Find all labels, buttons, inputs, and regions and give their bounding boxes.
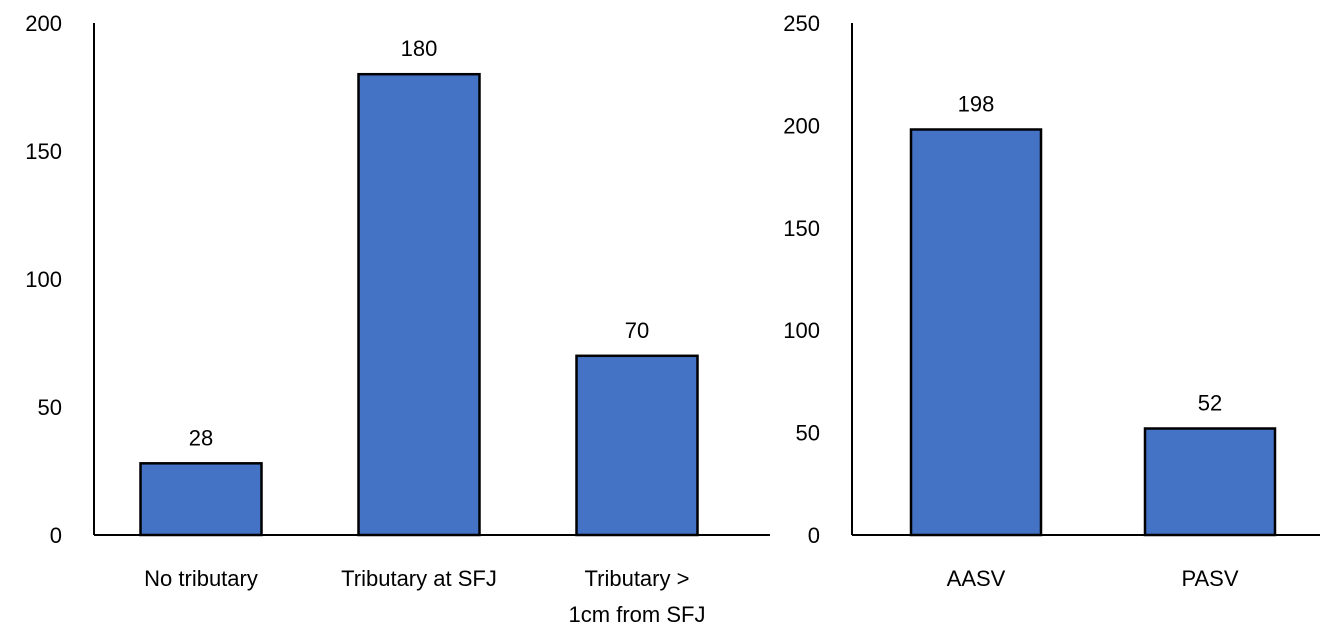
data-label: 70 xyxy=(625,318,649,343)
category-label: No tributary xyxy=(144,566,258,591)
data-label: 198 xyxy=(958,91,995,116)
y-tick-label: 250 xyxy=(783,11,820,36)
y-tick-label: 100 xyxy=(25,267,62,292)
right-bar-chart: 0 50 100 150 200 250 198 AASV 52 PASV xyxy=(783,11,1320,591)
category-label: PASV xyxy=(1181,566,1238,591)
category-label: Tributary > xyxy=(585,566,690,591)
y-tick-label: 0 xyxy=(808,523,820,548)
bar xyxy=(1145,429,1275,535)
y-tick-label: 150 xyxy=(783,216,820,241)
y-tick-label: 50 xyxy=(796,421,820,446)
bar xyxy=(911,129,1041,535)
category-label: 1cm from SFJ xyxy=(569,602,706,627)
bar xyxy=(577,356,698,535)
y-tick-label: 200 xyxy=(783,113,820,138)
data-label: 180 xyxy=(401,36,438,61)
y-tick-label: 200 xyxy=(25,11,62,36)
category-label: Tributary at SFJ xyxy=(341,566,497,591)
y-tick-label: 150 xyxy=(25,139,62,164)
bar xyxy=(359,74,480,535)
y-tick-label: 50 xyxy=(38,395,62,420)
left-bar-chart: 0 50 100 150 200 28 No tributary 180 Tributary a… xyxy=(25,11,770,627)
data-label: 52 xyxy=(1198,391,1222,416)
category-label: AASV xyxy=(947,566,1006,591)
y-tick-label: 0 xyxy=(50,523,62,548)
bar xyxy=(141,463,262,535)
y-tick-label: 100 xyxy=(783,318,820,343)
data-label: 28 xyxy=(189,425,213,450)
